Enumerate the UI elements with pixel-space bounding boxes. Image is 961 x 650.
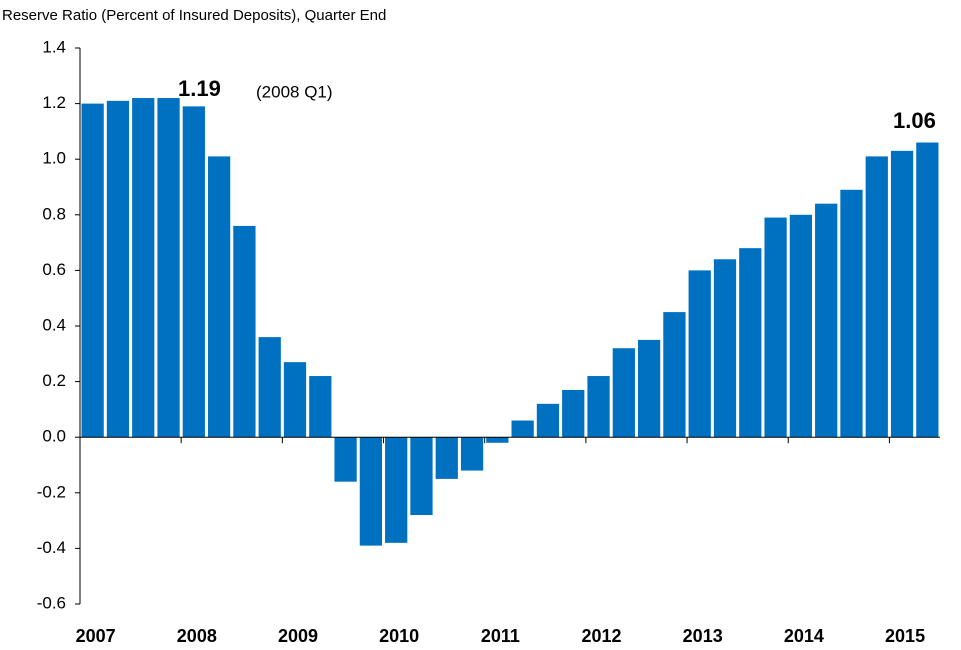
bar <box>106 100 130 438</box>
bar <box>663 312 686 438</box>
bar <box>865 156 888 438</box>
bar <box>385 437 408 543</box>
y-tick-label: 0.4 <box>42 315 66 334</box>
bar <box>637 339 661 438</box>
bar <box>486 437 509 443</box>
y-tick-label: 0.2 <box>42 371 66 390</box>
bar <box>283 362 307 438</box>
bar <box>359 437 383 546</box>
annotation: (2008 Q1) <box>256 82 333 101</box>
y-tick-label: -0.4 <box>37 538 66 557</box>
bar <box>764 217 787 438</box>
bar <box>435 437 458 479</box>
x-tick-label: 2015 <box>885 626 925 646</box>
bar <box>182 106 205 438</box>
bar <box>587 376 610 438</box>
bar <box>233 225 256 438</box>
bar <box>460 437 484 471</box>
bar <box>890 150 914 438</box>
annotation: 1.06 <box>893 108 936 133</box>
bar <box>258 337 281 438</box>
x-tick-label: 2007 <box>76 626 116 646</box>
bar <box>81 103 104 438</box>
bar <box>916 142 939 438</box>
x-tick-label: 2013 <box>683 626 723 646</box>
bar <box>612 348 635 438</box>
y-tick-label: 0.6 <box>42 260 66 279</box>
bar <box>410 437 433 516</box>
y-tick-label: 1.0 <box>42 149 66 168</box>
y-tick-label: 1.2 <box>42 93 66 112</box>
chart-title: Reserve Ratio (Percent of Insured Deposi… <box>2 7 386 24</box>
y-tick-label: -0.6 <box>37 593 66 612</box>
bar <box>207 156 231 438</box>
bar <box>840 189 863 438</box>
annotation: 1.19 <box>178 76 221 101</box>
bar <box>157 98 180 438</box>
y-tick-label: 0.8 <box>42 204 66 223</box>
bar <box>536 403 560 438</box>
x-tick-label: 2014 <box>784 626 824 646</box>
bar <box>562 389 585 438</box>
bar <box>789 214 813 438</box>
bar <box>309 376 332 438</box>
bar <box>739 248 762 438</box>
x-tick-label: 2011 <box>481 626 520 646</box>
x-tick-label: 2008 <box>177 626 217 646</box>
x-tick-label: 2012 <box>582 626 622 646</box>
x-tick-label: 2009 <box>278 626 318 646</box>
bar <box>713 259 737 438</box>
y-tick-label: 1.4 <box>42 37 66 56</box>
bar <box>511 420 534 438</box>
bar <box>334 437 357 482</box>
bar <box>132 98 155 438</box>
y-tick-label: -0.2 <box>37 482 66 501</box>
y-tick-label: 0.0 <box>42 427 66 446</box>
bar <box>815 203 838 438</box>
x-tick-label: 2010 <box>379 626 419 646</box>
bar <box>688 270 711 438</box>
